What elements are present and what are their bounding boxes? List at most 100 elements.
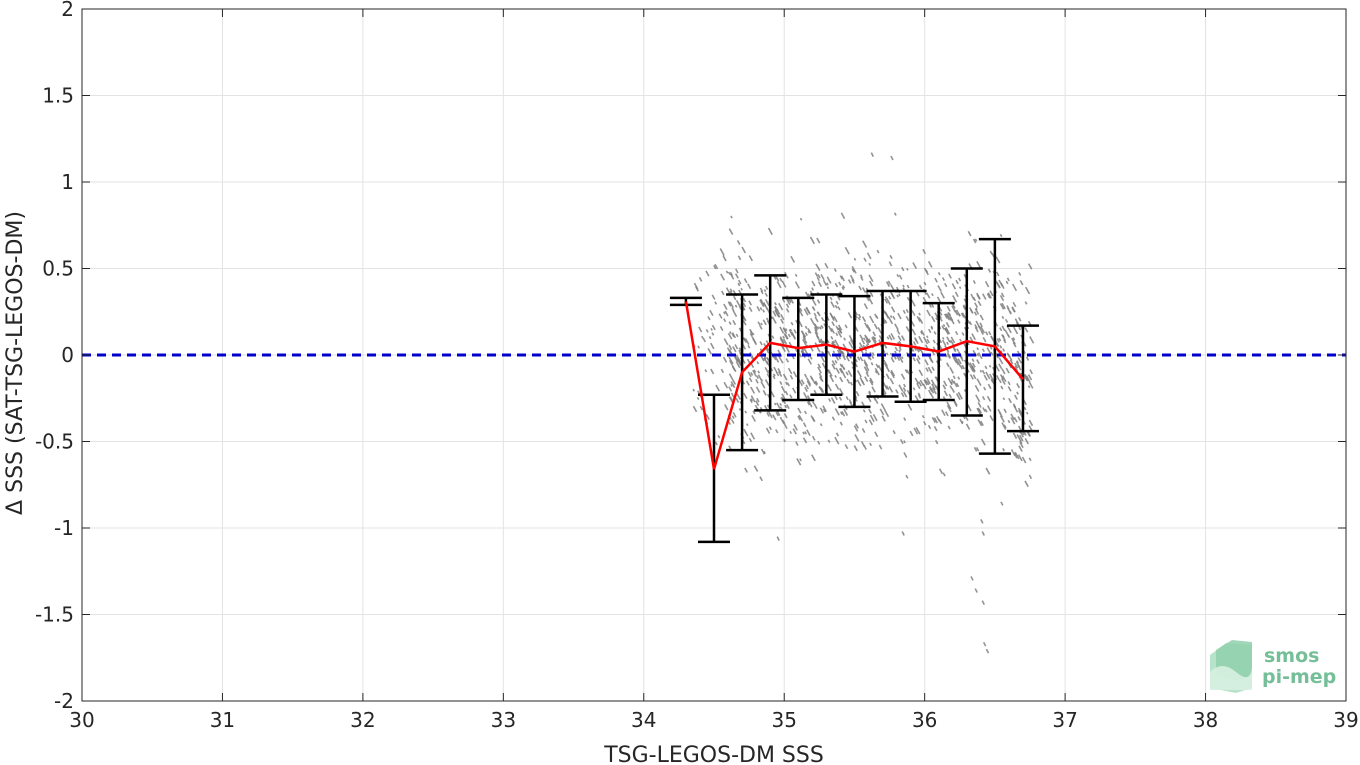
scatter-point: [903, 383, 907, 388]
scatter-point: [820, 324, 824, 329]
scatter-point: [947, 377, 953, 386]
scatter-point: [854, 434, 860, 442]
scatter-point: [939, 311, 943, 316]
scatter-point: [999, 303, 1005, 310]
scatter-point: [864, 419, 868, 424]
scatter-point: [834, 394, 838, 401]
scatter-point: [869, 377, 874, 384]
scatter-point: [758, 324, 763, 330]
scatter-point: [897, 312, 902, 320]
scatter-point: [837, 330, 843, 338]
scatter-point: [977, 300, 982, 307]
scatter-point: [728, 321, 732, 325]
scatter-point: [841, 351, 845, 355]
scatter-point: [759, 476, 763, 482]
scatter-point: [950, 378, 955, 384]
scatter-point: [785, 308, 790, 313]
scatter-point: [692, 405, 698, 413]
scatter-point: [831, 360, 836, 366]
scatter-point: [809, 236, 815, 245]
scatter-point: [898, 355, 904, 363]
y-tick-label: 0.5: [42, 257, 74, 281]
scatter-point: [989, 373, 995, 382]
scatter-point: [949, 385, 953, 390]
scatter-point: [991, 252, 995, 258]
scatter-point: [868, 274, 874, 283]
scatter-point: [958, 277, 962, 282]
scatter-point: [788, 329, 794, 336]
scatter-point: [767, 227, 773, 236]
scatter-point: [1025, 356, 1030, 361]
scatter-point: [871, 336, 877, 345]
scatter-point: [749, 332, 753, 337]
scatter-point: [817, 366, 822, 374]
scatter-point: [729, 301, 734, 309]
scatter-point: [806, 377, 812, 386]
scatter-point: [745, 380, 750, 386]
scatter-point: [893, 212, 897, 216]
scatter-point: [750, 398, 753, 402]
scatter-point: [880, 403, 886, 411]
scatter-point: [843, 408, 849, 416]
scatter-point: [876, 249, 880, 254]
scatter-point: [1028, 419, 1034, 427]
scatter-point: [833, 268, 837, 272]
scatter-point: [949, 366, 954, 374]
scatter-point: [1010, 417, 1016, 425]
scatter-point: [883, 359, 889, 367]
scatter-point: [1025, 286, 1031, 295]
scatter-point: [764, 379, 770, 387]
scatter-point: [961, 332, 965, 336]
scatter-point: [885, 281, 891, 287]
scatter-point: [1003, 408, 1007, 414]
scatter-point: [938, 419, 943, 425]
scatter-point: [752, 338, 758, 346]
scatter-point: [771, 335, 775, 339]
scatter-point: [844, 444, 849, 450]
scatter-point: [1000, 282, 1005, 290]
scatter-point: [756, 361, 760, 365]
scatter-point: [1012, 342, 1017, 348]
scatter-point: [839, 275, 843, 280]
scatter-point: [838, 396, 843, 401]
scatter-point: [892, 430, 896, 435]
scatter-point: [868, 408, 872, 414]
scatter-point: [785, 345, 790, 353]
scatter-point: [762, 390, 767, 396]
scatter-point: [954, 309, 959, 316]
scatter-point: [818, 372, 823, 378]
scatter-point: [911, 328, 917, 336]
scatter-point: [883, 343, 888, 349]
scatter-point: [999, 327, 1003, 332]
scatter-point: [866, 324, 872, 332]
scatter-point: [987, 383, 992, 390]
scatter-point: [847, 370, 853, 378]
scatter-point: [976, 292, 981, 300]
scatter-point: [859, 356, 864, 362]
scatter-point: [874, 370, 878, 374]
scatter-point: [813, 403, 818, 410]
scatter-point: [834, 339, 840, 347]
scatter-point: [831, 363, 836, 370]
scatter-point: [820, 273, 825, 281]
scatter-point: [1017, 407, 1023, 415]
scatter-point: [779, 406, 783, 410]
scatter-point: [1012, 301, 1017, 308]
scatter-point: [834, 436, 840, 445]
scatter-point: [748, 300, 753, 306]
scatter-point: [760, 448, 766, 455]
scatter-point: [918, 369, 924, 377]
scatter-point: [780, 318, 784, 324]
scatter-point: [1013, 405, 1019, 413]
scatter-point: [750, 371, 754, 376]
scatter-point: [742, 297, 747, 303]
scatter-point: [702, 337, 707, 343]
scatter-point: [732, 346, 737, 353]
scatter-point: [1029, 369, 1033, 375]
scatter-point: [967, 230, 972, 237]
scatter-point: [757, 321, 761, 326]
scatter-point: [816, 326, 820, 330]
scatter-point: [853, 257, 857, 261]
scatter-point: [807, 358, 813, 365]
scatter-point: [744, 410, 748, 414]
